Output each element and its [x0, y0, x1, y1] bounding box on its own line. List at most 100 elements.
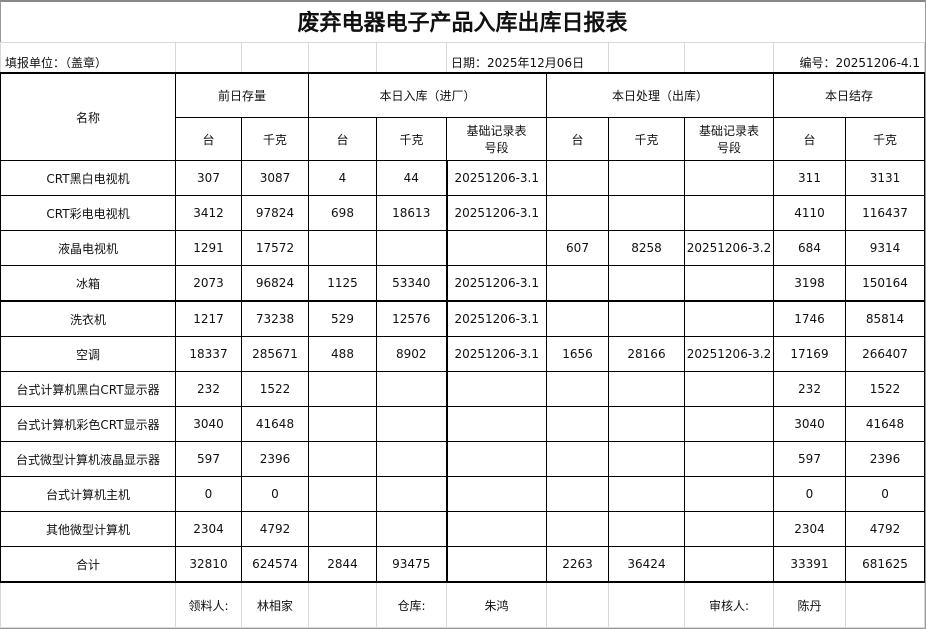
table-cell[interactable] [546, 406, 609, 442]
cell[interactable] [684, 42, 774, 74]
cell[interactable] [546, 581, 609, 628]
item-name[interactable]: 冰箱 [0, 265, 176, 302]
table-cell[interactable] [308, 406, 377, 442]
table-cell[interactable] [546, 300, 609, 337]
table-cell[interactable] [546, 441, 609, 477]
table-cell[interactable]: 32810 [175, 546, 242, 583]
cell[interactable] [608, 581, 685, 628]
table-cell[interactable]: 1746 [773, 300, 846, 337]
table-cell[interactable]: 311 [773, 160, 846, 196]
table-cell[interactable] [376, 511, 447, 547]
table-cell[interactable]: 4792 [241, 511, 309, 547]
table-cell[interactable]: 1656 [546, 336, 609, 372]
table-cell[interactable] [546, 511, 609, 547]
table-cell[interactable]: 3412 [175, 195, 242, 231]
table-cell[interactable]: 3198 [773, 265, 846, 302]
table-cell[interactable] [376, 230, 447, 266]
table-cell[interactable] [608, 476, 685, 512]
table-cell[interactable]: 97824 [241, 195, 309, 231]
table-cell[interactable] [546, 195, 609, 231]
table-cell[interactable]: 2396 [844, 441, 926, 477]
table-cell[interactable] [376, 371, 447, 407]
table-cell[interactable] [445, 546, 547, 583]
table-cell[interactable] [308, 230, 377, 266]
table-cell[interactable]: 17572 [241, 230, 309, 266]
table-cell[interactable]: 3040 [773, 406, 846, 442]
table-cell[interactable]: 20251206-3.1 [445, 265, 547, 302]
table-cell[interactable]: 20251206-3.1 [445, 336, 547, 372]
table-cell[interactable]: 232 [773, 371, 846, 407]
table-cell[interactable]: 1291 [175, 230, 242, 266]
table-cell[interactable]: 4792 [844, 511, 926, 547]
table-cell[interactable] [684, 546, 774, 583]
table-cell[interactable]: 529 [308, 300, 377, 337]
table-cell[interactable]: 96824 [241, 265, 309, 302]
table-cell[interactable] [445, 441, 547, 477]
table-cell[interactable]: 41648 [844, 406, 926, 442]
table-cell[interactable]: 20251206-3.1 [445, 160, 547, 196]
table-cell[interactable]: 4 [308, 160, 377, 196]
item-name[interactable]: 合计 [0, 546, 176, 583]
report-date[interactable]: 日期：2025年12月06日 [446, 42, 609, 74]
table-cell[interactable]: 33391 [773, 546, 846, 583]
table-cell[interactable]: 285671 [241, 336, 309, 372]
table-cell[interactable] [684, 406, 774, 442]
table-cell[interactable]: 116437 [844, 195, 926, 231]
table-cell[interactable]: 2844 [308, 546, 377, 583]
table-cell[interactable]: 698 [308, 195, 377, 231]
item-name[interactable]: 其他微型计算机 [0, 511, 176, 547]
table-cell[interactable]: 18337 [175, 336, 242, 372]
table-cell[interactable] [445, 371, 547, 407]
table-cell[interactable]: 18613 [376, 195, 447, 231]
table-cell[interactable] [376, 476, 447, 512]
table-cell[interactable]: 20251206-3.1 [445, 195, 547, 231]
table-cell[interactable]: 4110 [773, 195, 846, 231]
table-cell[interactable] [376, 441, 447, 477]
table-cell[interactable]: 20251206-3.2 [684, 230, 774, 266]
item-name[interactable]: CRT彩电电视机 [0, 195, 176, 231]
cell[interactable] [844, 581, 926, 628]
table-cell[interactable] [684, 300, 774, 337]
table-cell[interactable]: 607 [546, 230, 609, 266]
table-cell[interactable]: 624574 [241, 546, 309, 583]
table-cell[interactable] [684, 511, 774, 547]
table-cell[interactable] [608, 265, 685, 302]
table-cell[interactable]: 2304 [175, 511, 242, 547]
table-cell[interactable]: 681625 [844, 546, 926, 583]
table-cell[interactable]: 0 [175, 476, 242, 512]
table-cell[interactable]: 3040 [175, 406, 242, 442]
table-cell[interactable] [308, 511, 377, 547]
table-cell[interactable] [608, 160, 685, 196]
table-cell[interactable]: 597 [773, 441, 846, 477]
reviewer-name[interactable]: 陈丹 [773, 581, 846, 628]
table-cell[interactable]: 3087 [241, 160, 309, 196]
table-cell[interactable] [608, 406, 685, 442]
table-cell[interactable] [445, 476, 547, 512]
table-cell[interactable] [546, 160, 609, 196]
table-cell[interactable]: 684 [773, 230, 846, 266]
table-cell[interactable]: 2263 [546, 546, 609, 583]
cell[interactable] [376, 42, 447, 74]
table-cell[interactable]: 0 [844, 476, 926, 512]
table-cell[interactable] [308, 371, 377, 407]
table-cell[interactable]: 20251206-3.1 [445, 300, 547, 337]
table-cell[interactable]: 3131 [844, 160, 926, 196]
table-cell[interactable]: 0 [773, 476, 846, 512]
item-name[interactable]: 空调 [0, 336, 176, 372]
table-cell[interactable]: 232 [175, 371, 242, 407]
table-cell[interactable]: 1217 [175, 300, 242, 337]
table-cell[interactable]: 0 [241, 476, 309, 512]
table-cell[interactable] [684, 160, 774, 196]
cell[interactable] [175, 42, 242, 74]
table-cell[interactable] [684, 265, 774, 302]
table-cell[interactable] [608, 441, 685, 477]
table-cell[interactable] [445, 230, 547, 266]
table-cell[interactable] [608, 300, 685, 337]
table-cell[interactable]: 307 [175, 160, 242, 196]
table-cell[interactable]: 2304 [773, 511, 846, 547]
table-cell[interactable] [608, 371, 685, 407]
table-cell[interactable]: 12576 [376, 300, 447, 337]
table-cell[interactable]: 2073 [175, 265, 242, 302]
item-name[interactable]: 洗衣机 [0, 300, 176, 337]
table-cell[interactable]: 488 [308, 336, 377, 372]
